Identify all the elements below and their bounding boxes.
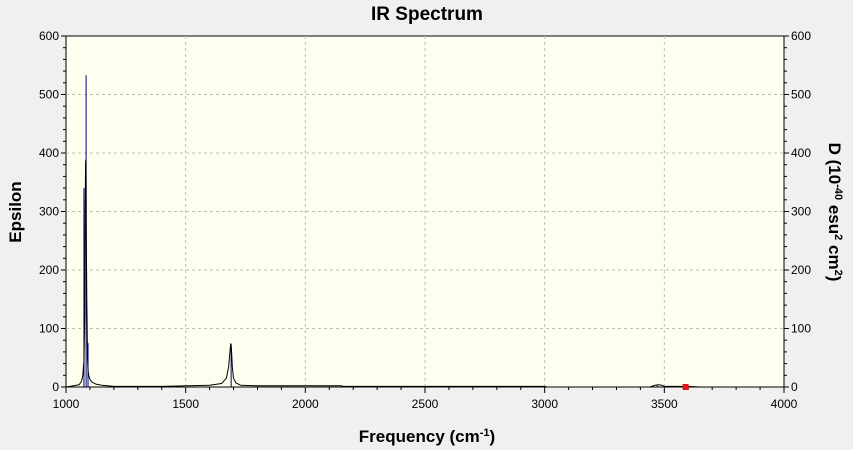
right-y-tick-label: 500: [791, 88, 811, 102]
left-y-tick-label: 400: [39, 146, 59, 160]
right-y-tick-label: 200: [791, 263, 811, 277]
left-y-tick-label: 300: [39, 205, 59, 219]
x-tick-label: 1500: [172, 397, 199, 411]
right-y-tick-label: 400: [791, 146, 811, 160]
right-y-axis: 0 100 200 300 400 500 600: [784, 29, 811, 394]
left-y-tick-label: 200: [39, 263, 59, 277]
right-y-tick-label: 100: [791, 322, 811, 336]
grid-lines: [66, 36, 784, 387]
x-tick-label: 4000: [771, 397, 798, 411]
x-tick-label: 2000: [292, 397, 319, 411]
x-tick-label: 3000: [531, 397, 558, 411]
x-tick-label: 3500: [651, 397, 678, 411]
selection-marker[interactable]: [682, 384, 689, 390]
right-y-tick-label: 600: [791, 29, 811, 43]
left-y-axis: 0 100 200 300 400 500 600: [39, 29, 66, 394]
right-y-axis-title: D (10-40 esu2 cm2): [825, 143, 844, 282]
left-y-tick-label: 600: [39, 29, 59, 43]
chart-title: IR Spectrum: [371, 4, 483, 25]
x-tick-label: 1000: [53, 397, 80, 411]
left-y-tick-label: 0: [52, 380, 59, 394]
right-y-tick-label: 300: [791, 205, 811, 219]
left-y-axis-title: Epsilon: [6, 181, 25, 242]
left-y-tick-label: 100: [39, 322, 59, 336]
spectrum-line: [65, 159, 701, 388]
right-y-tick-label: 0: [791, 380, 798, 394]
left-y-tick-label: 500: [39, 88, 59, 102]
x-axis-title: Frequency (cm-1): [359, 427, 495, 446]
x-axis: 1000 1500 2000 2500 3000 3500 4000: [53, 387, 798, 411]
x-tick-label: 2500: [412, 397, 439, 411]
